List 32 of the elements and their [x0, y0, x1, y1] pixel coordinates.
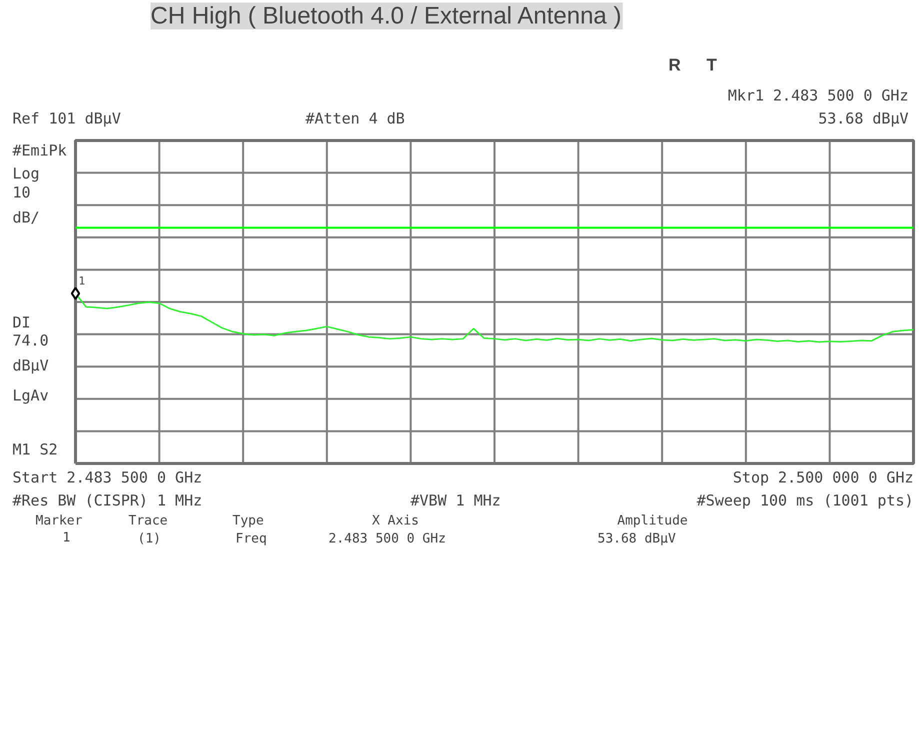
text: dBμV — [12, 356, 49, 374]
text: 53.68 dBμV — [818, 110, 909, 128]
text: R — [668, 56, 681, 74]
text: (1) — [138, 532, 161, 546]
text: Trace — [128, 514, 168, 528]
text: Stop 2.500 000 0 GHz — [732, 468, 914, 486]
text: X Axis — [372, 514, 419, 528]
text: LgAv — [12, 386, 49, 404]
annotation: 1 — [78, 274, 86, 288]
text: Freq — [236, 532, 267, 546]
text: #VBW 1 MHz — [410, 492, 501, 510]
text: Amplitude — [617, 514, 688, 528]
chart-title: CH High ( Bluetooth 4.0 / External Antenna ) — [150, 2, 622, 30]
text: Start 2.483 500 0 GHz — [12, 468, 202, 486]
text: #Sweep 100 ms (1001 pts) — [696, 492, 914, 510]
text: 1 — [62, 530, 70, 546]
text: T — [706, 56, 718, 74]
text: 10 — [12, 184, 31, 202]
text: #EmiPk — [12, 142, 67, 160]
text: 53.68 dBμV — [598, 532, 676, 546]
text: #Atten 4 dB — [306, 110, 405, 128]
text: dB/ — [12, 208, 40, 226]
text: Log — [12, 164, 40, 182]
text: Type — [232, 514, 264, 528]
text: #Res BW (CISPR) 1 MHz — [12, 492, 202, 510]
text: 2.483 500 0 GHz — [328, 532, 446, 546]
text: Ref 101 dBμV — [12, 110, 121, 128]
text: 74.0 — [12, 332, 49, 350]
text: M1 S2 — [12, 440, 58, 458]
text: Mkr1 2.483 500 0 GHz — [728, 86, 908, 104]
text: DI — [12, 314, 31, 332]
text: Marker — [36, 514, 83, 528]
